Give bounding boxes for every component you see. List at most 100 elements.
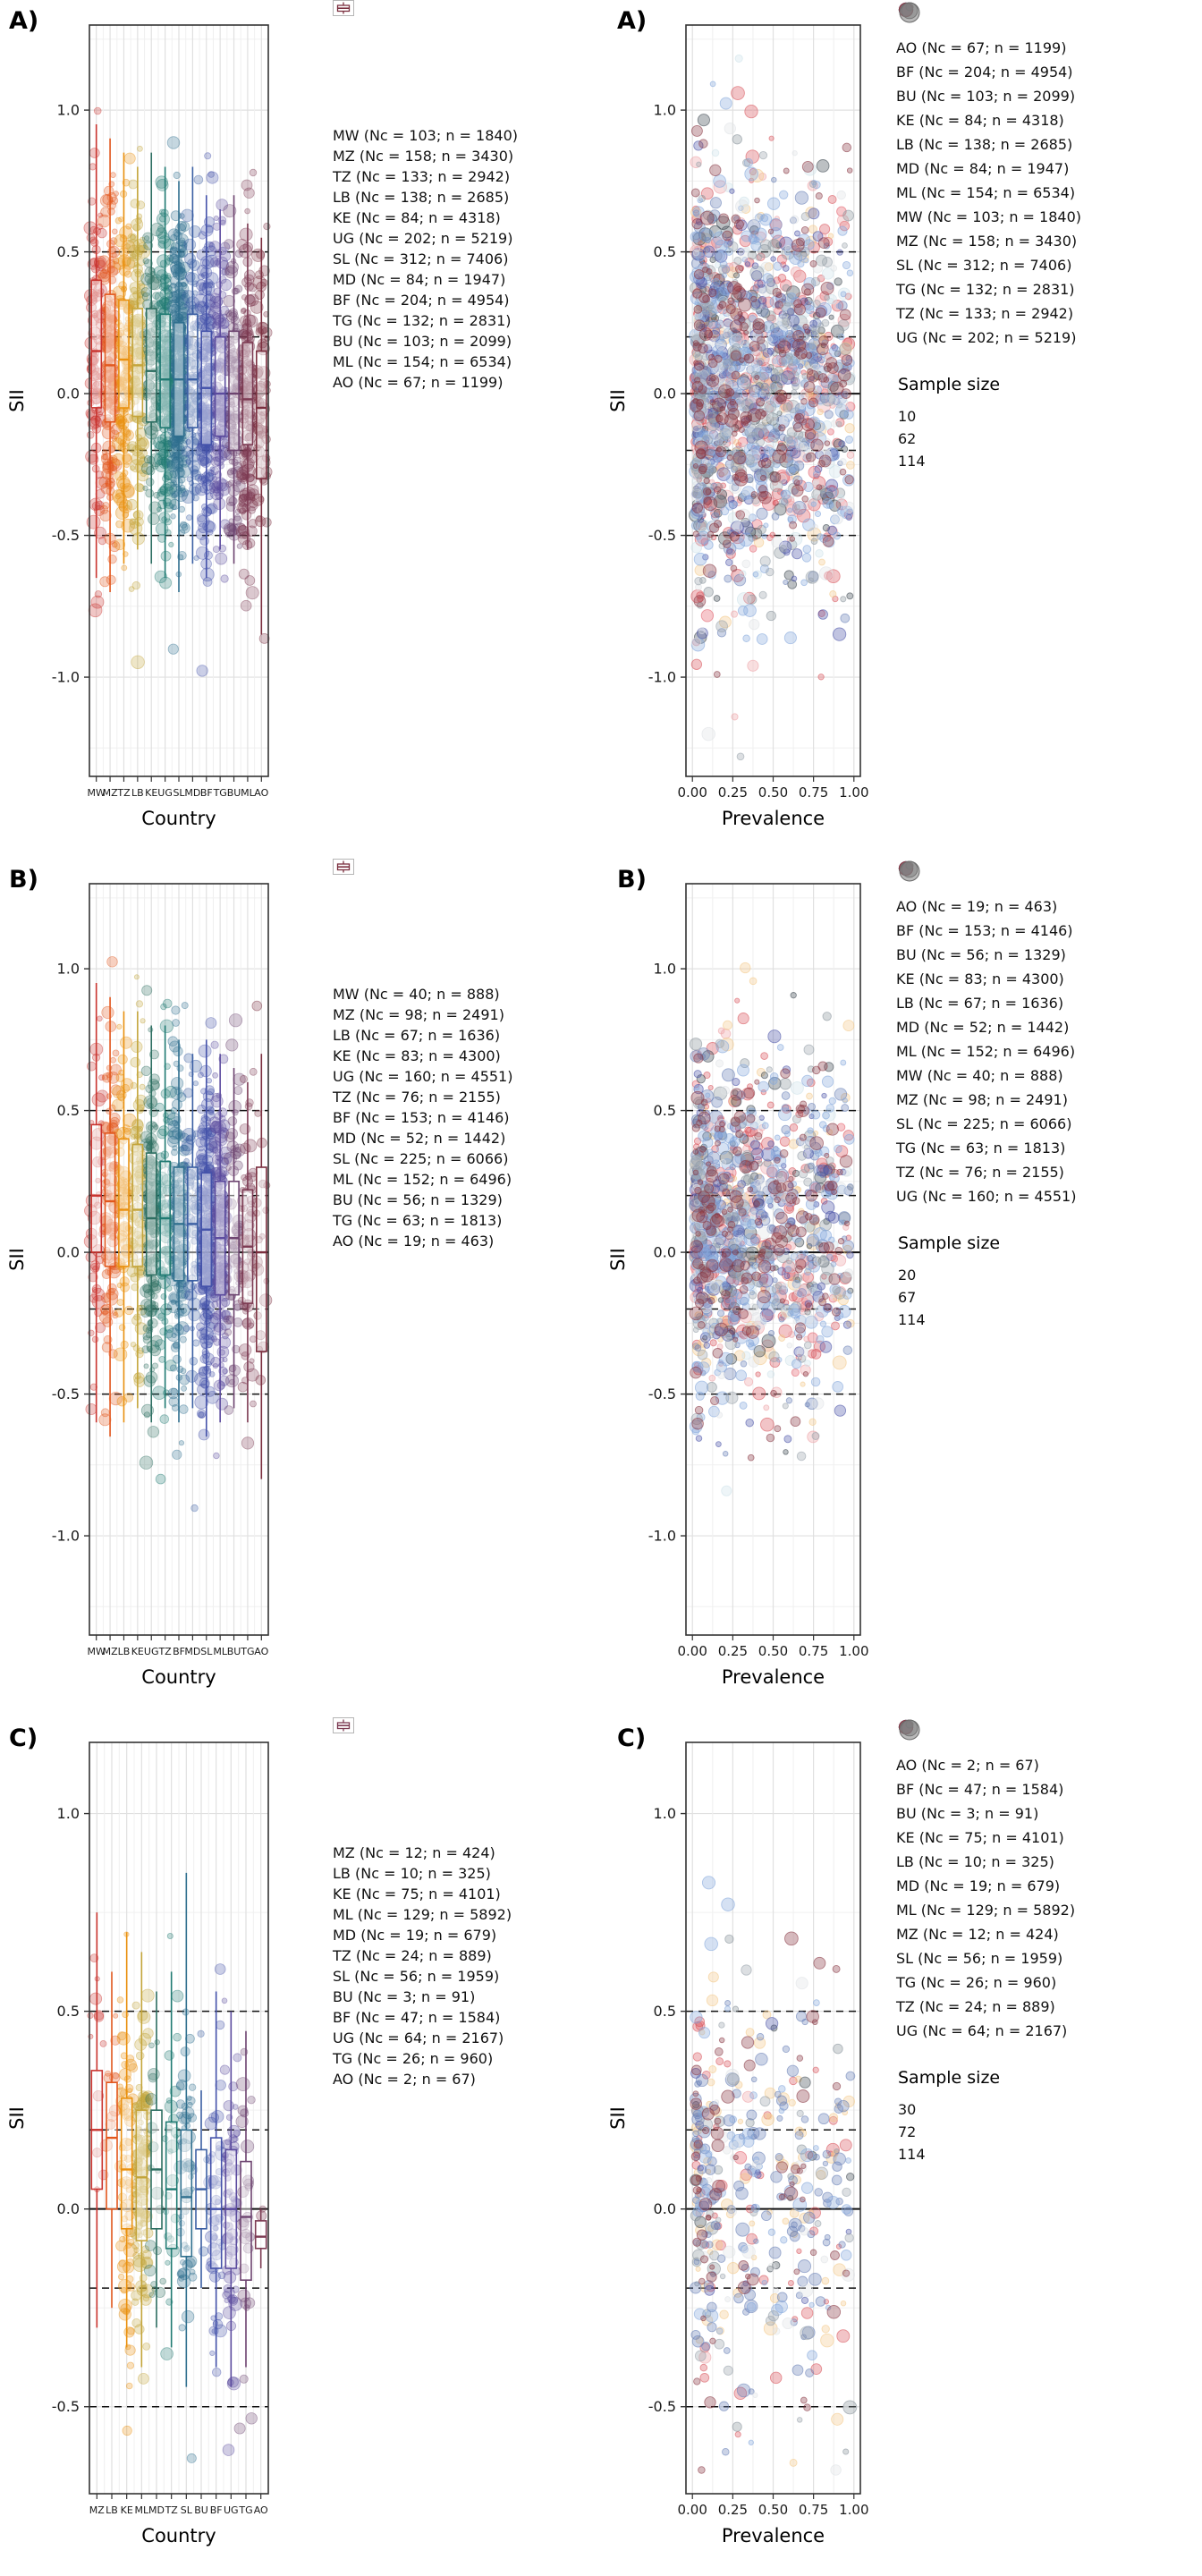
jitter-point bbox=[129, 300, 138, 309]
jitter-point bbox=[174, 249, 184, 258]
jitter-point bbox=[244, 208, 250, 215]
jitter-point bbox=[143, 240, 154, 250]
size-legend-title: Sample size bbox=[898, 375, 1001, 394]
scatter-point bbox=[827, 233, 834, 240]
jitter-point bbox=[160, 381, 166, 387]
jitter-point bbox=[104, 396, 114, 407]
jitter-point bbox=[159, 1019, 174, 1034]
jitter-point bbox=[165, 291, 174, 299]
scatter-point bbox=[810, 438, 824, 452]
scatter-point bbox=[713, 595, 721, 602]
jitter-point bbox=[92, 291, 98, 297]
jitter-point bbox=[103, 385, 114, 394]
scatter-point bbox=[820, 392, 835, 407]
jitter-point bbox=[141, 985, 153, 996]
jitter-point bbox=[114, 216, 123, 225]
scatter-point bbox=[722, 230, 732, 242]
jitter-point bbox=[119, 1282, 130, 1292]
scatter-point bbox=[818, 566, 834, 580]
jitter-point bbox=[119, 225, 133, 240]
jitter-point bbox=[159, 431, 174, 445]
jitter-point bbox=[220, 574, 229, 583]
jitter-point bbox=[115, 419, 126, 429]
scatter-point bbox=[702, 245, 715, 258]
jitter-point bbox=[212, 546, 220, 554]
jitter-point bbox=[179, 484, 186, 491]
jitter-point bbox=[106, 316, 114, 324]
jitter-point bbox=[156, 1152, 165, 1161]
scatter-point bbox=[732, 521, 743, 532]
box bbox=[104, 293, 116, 423]
scatter-point bbox=[754, 374, 760, 381]
x-tick-label: TG bbox=[213, 787, 227, 799]
scatter-point bbox=[817, 322, 825, 328]
jitter-point bbox=[168, 541, 174, 548]
scatter-legend-label: SL (Nc = 312; n = 7406) bbox=[896, 257, 1072, 274]
jitter-point bbox=[163, 440, 174, 450]
scatter-point bbox=[707, 288, 717, 298]
scatter-point bbox=[826, 487, 838, 498]
scatter-point bbox=[767, 228, 775, 234]
y-tick-label: -0.5 bbox=[648, 527, 676, 544]
jitter-point bbox=[185, 460, 191, 466]
jitter-point bbox=[171, 1077, 184, 1090]
scatter-point bbox=[769, 471, 782, 483]
jitter-point bbox=[198, 1428, 210, 1441]
jitter-point bbox=[139, 1455, 154, 1470]
jitter-point bbox=[158, 367, 168, 377]
scatter-point bbox=[729, 188, 735, 194]
jitter-point bbox=[123, 1305, 134, 1316]
scatter-point bbox=[739, 247, 750, 259]
scatter-point bbox=[703, 587, 714, 597]
jitter-point bbox=[87, 363, 99, 376]
jitter-point bbox=[159, 486, 169, 496]
jitter-point bbox=[111, 436, 117, 442]
jitter-point bbox=[263, 223, 271, 231]
jitter-point bbox=[110, 1056, 117, 1063]
scatter-point bbox=[703, 477, 710, 485]
scatter-point bbox=[750, 491, 758, 498]
scatter-point bbox=[725, 303, 736, 314]
scatter-point bbox=[779, 190, 789, 199]
jitter-point bbox=[252, 275, 267, 290]
scatter-point bbox=[759, 239, 772, 251]
scatter-point bbox=[715, 620, 728, 633]
scatter-point bbox=[752, 571, 759, 578]
scatter-point bbox=[782, 265, 790, 272]
scatter-point bbox=[709, 164, 722, 176]
scatter-point bbox=[823, 377, 830, 383]
x-tick-label: MD bbox=[184, 787, 200, 799]
jitter-point bbox=[182, 1088, 194, 1098]
y-tick-label: 0.0 bbox=[654, 386, 676, 402]
jitter-point bbox=[142, 258, 149, 265]
x-tick-label: BU bbox=[227, 787, 241, 799]
jitter-point bbox=[107, 343, 114, 350]
scatter-point bbox=[690, 521, 701, 530]
scatter-point bbox=[702, 564, 717, 578]
size-legend-row: 10 bbox=[898, 3, 1202, 425]
scatter-point bbox=[791, 548, 803, 560]
scatter-point bbox=[693, 552, 707, 566]
scatter-legend-item-UG: UG (Nc = 202; n = 5219) bbox=[896, 2, 1202, 350]
scatter-point bbox=[766, 610, 776, 622]
jitter-point bbox=[129, 518, 140, 530]
jitter-point bbox=[110, 346, 118, 354]
scatter-point bbox=[838, 440, 846, 448]
scatter-point bbox=[713, 671, 721, 678]
scatter-legend-A: AO (Nc = 67; n = 1199) BF (Nc = 204; n = … bbox=[896, 0, 1202, 859]
jitter-point bbox=[116, 1023, 123, 1030]
scatter-point bbox=[693, 360, 705, 371]
jitter-point bbox=[181, 436, 188, 444]
jitter-point bbox=[87, 355, 99, 367]
jitter-point bbox=[172, 342, 182, 352]
scatter-point bbox=[766, 274, 775, 283]
jitter-point bbox=[165, 460, 176, 470]
jitter-point bbox=[155, 1102, 165, 1112]
jitter-point bbox=[118, 216, 124, 223]
scatter-point bbox=[701, 726, 715, 741]
scatter-point bbox=[801, 160, 814, 173]
scatter-point bbox=[803, 381, 816, 394]
box-legend-item-BF: BF (Nc = 204; n = 4954) bbox=[333, 0, 597, 310]
jitter-point bbox=[166, 254, 174, 262]
